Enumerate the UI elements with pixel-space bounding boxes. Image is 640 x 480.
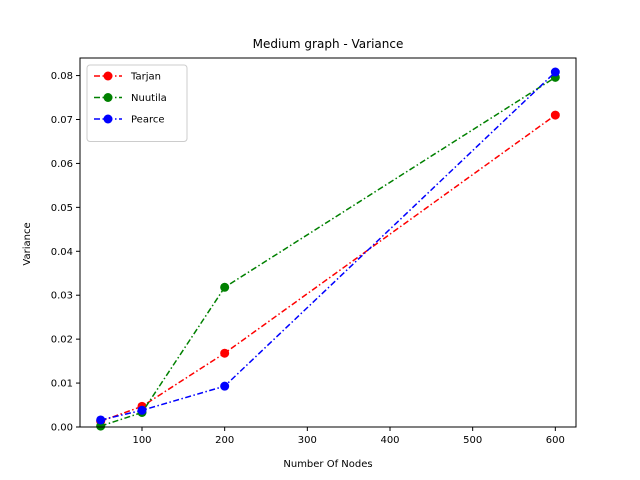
y-tick-label: 0.02 bbox=[51, 335, 73, 346]
data-point-nuutila bbox=[96, 421, 106, 431]
data-point-nuutila bbox=[220, 282, 230, 292]
y-tick-label: 0.07 bbox=[51, 115, 73, 126]
x-axis: 100 200 300 400 500 600 bbox=[132, 427, 565, 446]
series-line-nuutila bbox=[100, 76, 556, 427]
legend-label-nuutila: Nuutila bbox=[131, 93, 167, 104]
x-axis-label: Number Of Nodes bbox=[283, 459, 372, 470]
y-axis: 0.00 0.01 0.02 0.03 0.04 0.05 0.06 0.07 0.08 bbox=[51, 71, 80, 434]
series-layer bbox=[96, 67, 560, 431]
y-axis-label: Variance bbox=[22, 222, 33, 265]
y-tick-label: 0.05 bbox=[51, 203, 73, 214]
data-point-pearce bbox=[550, 67, 560, 77]
plot-frame bbox=[79, 57, 577, 428]
x-tick-label: 100 bbox=[132, 435, 151, 446]
data-point-tarjan bbox=[550, 110, 560, 120]
x-tick-label: 300 bbox=[298, 435, 317, 446]
data-point-pearce bbox=[137, 405, 147, 415]
legend-marker-tarjan bbox=[103, 71, 113, 81]
y-tick-label: 0.06 bbox=[51, 159, 73, 170]
y-tick-label: 0.01 bbox=[51, 379, 73, 390]
series-line-pearce bbox=[100, 71, 556, 421]
series-line-tarjan bbox=[100, 114, 556, 422]
x-tick-label: 600 bbox=[546, 435, 565, 446]
data-point-pearce bbox=[220, 381, 230, 391]
x-tick-label: 400 bbox=[380, 435, 399, 446]
chart-title: Medium graph - Variance bbox=[253, 37, 404, 51]
data-point-pearce bbox=[96, 415, 106, 425]
y-tick-label: 0.08 bbox=[51, 71, 73, 82]
legend-label-tarjan: Tarjan bbox=[130, 72, 161, 83]
y-tick-label: 0.00 bbox=[51, 423, 73, 434]
legend-marker-pearce bbox=[103, 114, 113, 124]
data-point-tarjan bbox=[220, 348, 230, 358]
legend-label-pearce: Pearce bbox=[131, 115, 165, 126]
y-tick-label: 0.04 bbox=[51, 247, 73, 258]
x-tick-label: 500 bbox=[463, 435, 482, 446]
legend-box bbox=[86, 64, 188, 142]
legend: Tarjan Nuutila Pearce bbox=[86, 64, 188, 142]
y-tick-label: 0.03 bbox=[51, 291, 73, 302]
legend-marker-nuutila bbox=[103, 93, 113, 102]
x-tick-label: 200 bbox=[215, 435, 234, 446]
